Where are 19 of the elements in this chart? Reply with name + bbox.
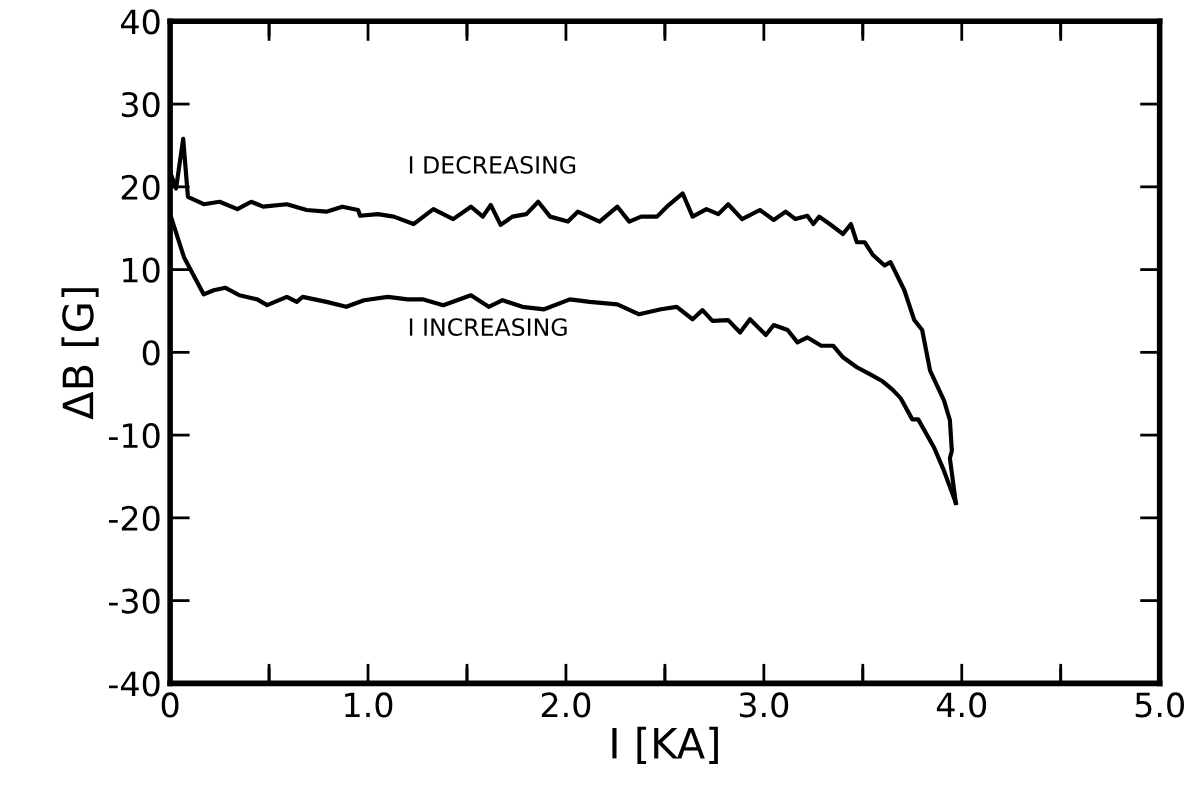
x-tick-label: 1.0 xyxy=(345,692,393,718)
y-tick-label: -10 xyxy=(108,423,160,449)
y-tick-label: 30 xyxy=(121,92,160,118)
x-tick-label: 3.0 xyxy=(739,692,789,718)
x-tick-label: 4.0 xyxy=(936,692,987,718)
y-tick-label: -40 xyxy=(108,671,160,697)
y-tick-label: -30 xyxy=(108,588,160,614)
x-tick-label: 0 xyxy=(161,692,179,718)
series-label: I INCREASING xyxy=(409,318,567,337)
y-tick-label: 40 xyxy=(121,9,160,35)
x-tick-label: 5.0 xyxy=(1135,692,1184,718)
y-tick-label: 10 xyxy=(123,257,160,283)
y-axis-title: ΔB [G] xyxy=(61,288,99,420)
y-tick-label: 20 xyxy=(121,174,160,200)
x-axis-title: I [KA] xyxy=(612,726,718,764)
x-tick-label: 2.0 xyxy=(541,692,591,718)
y-tick-label: -20 xyxy=(108,505,160,531)
y-tick-label: 0 xyxy=(142,340,160,366)
series-label: I DECREASING xyxy=(409,155,576,174)
